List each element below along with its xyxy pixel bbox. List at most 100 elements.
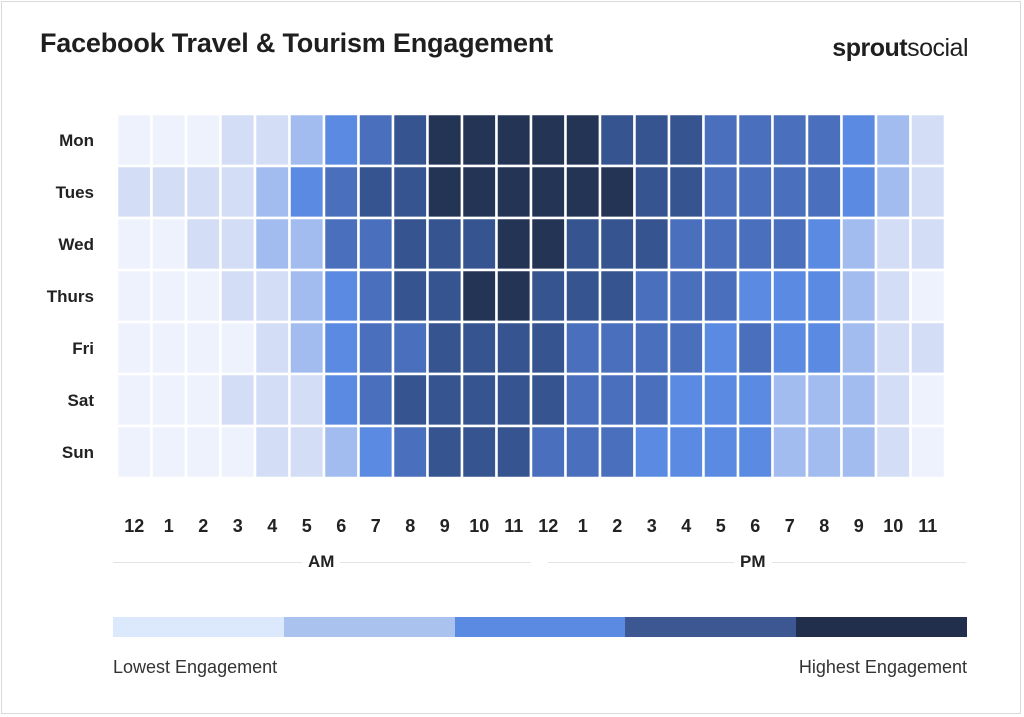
heatmap-cell — [219, 424, 257, 480]
hour-tick-label: 10 — [883, 516, 903, 536]
heatmap-cell — [357, 268, 395, 324]
heatmap-cell — [391, 320, 429, 376]
heatmap-cell — [495, 216, 533, 272]
heatmap-cell — [736, 372, 774, 428]
heatmap-cell — [909, 372, 947, 428]
heatmap-cell — [874, 112, 912, 168]
legend-color-scale — [113, 617, 967, 637]
hour-tick-label: 9 — [440, 516, 450, 536]
heatmap-cell — [219, 112, 257, 168]
heatmap-cell — [874, 424, 912, 480]
heatmap-cell — [633, 424, 671, 480]
heatmap-cell — [564, 216, 602, 272]
legend-swatch — [625, 617, 797, 637]
hour-tick-label: 2 — [198, 516, 208, 536]
heatmap-cell — [667, 424, 705, 480]
hour-tick-label: 12 — [124, 516, 144, 536]
heatmap-cell — [495, 372, 533, 428]
heatmap-cell — [288, 216, 326, 272]
heatmap-cell — [564, 320, 602, 376]
chart-title: Facebook Travel & Tourism Engagement — [40, 28, 553, 58]
heatmap-cell — [805, 268, 843, 324]
heatmap-cell — [426, 320, 464, 376]
heatmap-cell — [840, 320, 878, 376]
legend-low-label: Lowest Engagement — [113, 657, 278, 677]
heatmap-cell — [874, 164, 912, 220]
heatmap-cell — [529, 112, 567, 168]
hour-tick-label: 4 — [681, 516, 691, 536]
heatmap-cell — [529, 320, 567, 376]
heatmap-cell — [322, 164, 360, 220]
heatmap-cell — [840, 216, 878, 272]
heatmap-cell — [702, 424, 740, 480]
legend-swatch — [454, 617, 626, 637]
heatmap-cell — [598, 320, 636, 376]
heatmap-cell — [840, 164, 878, 220]
heatmap-cell — [115, 112, 153, 168]
heatmap-cell — [184, 424, 222, 480]
heatmap-cell — [219, 268, 257, 324]
heatmap-cell — [495, 424, 533, 480]
hour-tick-label: 11 — [504, 516, 523, 536]
heatmap-cell — [460, 216, 498, 272]
heatmap-cell — [598, 216, 636, 272]
heatmap-cell — [253, 372, 291, 428]
heatmap-cell — [771, 372, 809, 428]
heatmap-cell — [219, 372, 257, 428]
hour-tick-label: 1 — [578, 516, 588, 536]
heatmap-cell — [460, 372, 498, 428]
heatmap-cell — [771, 320, 809, 376]
legend-swatch — [796, 617, 967, 637]
heatmap-cell — [874, 268, 912, 324]
row-label: Mon — [59, 131, 94, 150]
heatmap-cell — [667, 268, 705, 324]
heatmap-cell — [909, 424, 947, 480]
heatmap-cell — [219, 216, 257, 272]
heatmap-cell — [598, 372, 636, 428]
heatmap-cell — [495, 164, 533, 220]
heatmap-cell — [529, 216, 567, 272]
heatmap-cell — [736, 320, 774, 376]
heatmap-cell — [736, 112, 774, 168]
heatmap-cell — [288, 268, 326, 324]
heatmap-cell — [633, 268, 671, 324]
heatmap-cell — [667, 372, 705, 428]
heatmap-cell — [426, 164, 464, 220]
legend-high-label: Highest Engagement — [798, 657, 967, 677]
heatmap-cell — [840, 424, 878, 480]
heatmap-cell — [184, 216, 222, 272]
heatmap-cell — [253, 164, 291, 220]
heatmap-cell — [115, 372, 153, 428]
heatmap-cell — [184, 372, 222, 428]
heatmap-cell — [391, 268, 429, 324]
heatmap-cell — [805, 164, 843, 220]
heatmap-cell — [253, 268, 291, 324]
heatmap-cell — [702, 320, 740, 376]
heatmap-cell — [253, 424, 291, 480]
heatmap-cell — [322, 216, 360, 272]
heatmap-cell — [288, 164, 326, 220]
brand-logo-part1: sprout — [832, 34, 908, 62]
heatmap-cell — [633, 216, 671, 272]
heatmap-cell — [426, 268, 464, 324]
heatmap-cell — [219, 320, 257, 376]
heatmap-cell — [564, 372, 602, 428]
heatmap-cell — [357, 112, 395, 168]
heatmap-cell — [598, 424, 636, 480]
heatmap-cell — [736, 424, 774, 480]
heatmap-cell — [253, 112, 291, 168]
legend-swatch — [283, 617, 455, 637]
heatmap-cell — [598, 112, 636, 168]
row-label: Sat — [68, 391, 95, 410]
heatmap-cell — [909, 164, 947, 220]
heatmap-cell — [288, 372, 326, 428]
heatmap-cell — [426, 424, 464, 480]
heatmap-cell — [909, 268, 947, 324]
heatmap-cell — [702, 164, 740, 220]
heatmap-cell — [150, 372, 188, 428]
heatmap-cell — [633, 372, 671, 428]
heatmap-cell — [357, 424, 395, 480]
heatmap-cell — [322, 320, 360, 376]
heatmap-cell — [702, 112, 740, 168]
hour-tick-label: 4 — [267, 516, 277, 536]
